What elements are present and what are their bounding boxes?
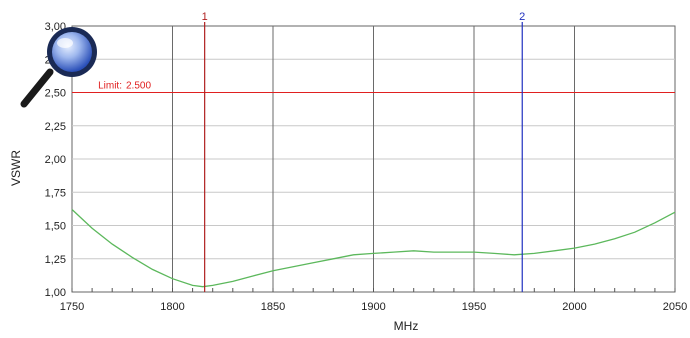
x-tick-label: 1800 xyxy=(160,301,184,313)
x-tick-label: 1750 xyxy=(60,301,84,313)
limit-line: Limit: 2.500 xyxy=(72,81,675,93)
y-tick-label: 1,25 xyxy=(45,254,66,266)
marker-label-2: 2 xyxy=(519,11,525,23)
vswr-series-line xyxy=(71,209,676,288)
y-axis-label: VSWR xyxy=(9,150,23,186)
limit-value: 2.500 xyxy=(126,81,151,92)
y-tick-label: 1,75 xyxy=(45,187,66,199)
x-axis-label: MHz xyxy=(394,319,419,333)
y-tick-label: 1,50 xyxy=(45,221,66,233)
y-tick-label: 2,50 xyxy=(45,88,66,100)
marker-label-1: 1 xyxy=(202,11,208,23)
x-tick-label: 1950 xyxy=(462,301,486,313)
x-tick-label: 2050 xyxy=(663,301,687,313)
x-tick-label: 2000 xyxy=(562,301,586,313)
y-tick-label: 1,00 xyxy=(45,287,66,299)
minor-ticks xyxy=(71,288,676,292)
limit-label: Limit: xyxy=(98,81,122,92)
x-tick-labels: 1750 1800 1850 1900 1950 2000 2050 xyxy=(60,301,687,313)
magnifier-icon[interactable] xyxy=(20,27,97,108)
y-tick-label: 2,25 xyxy=(45,121,66,133)
series-layer xyxy=(71,209,676,288)
x-tick-label: 1900 xyxy=(361,301,385,313)
y-tick-label: 2,00 xyxy=(45,154,66,166)
x-tick-label: 1850 xyxy=(261,301,285,313)
